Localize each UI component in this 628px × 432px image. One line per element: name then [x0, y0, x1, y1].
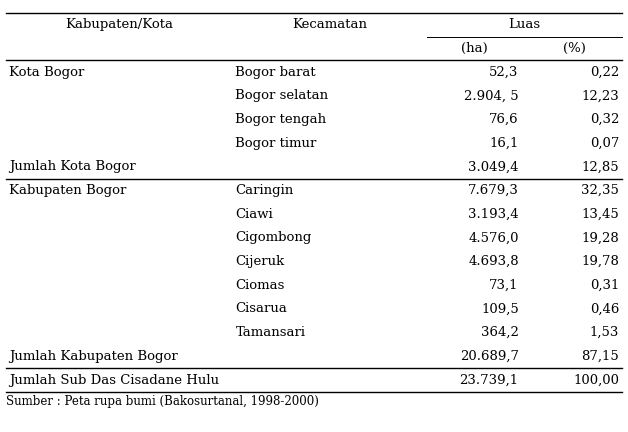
- Text: 23.739,1: 23.739,1: [460, 374, 519, 387]
- Text: 73,1: 73,1: [489, 279, 519, 292]
- Text: 364,2: 364,2: [481, 326, 519, 339]
- Text: 19,28: 19,28: [582, 232, 619, 245]
- Text: Bogor barat: Bogor barat: [236, 66, 316, 79]
- Text: Bogor timur: Bogor timur: [236, 137, 317, 150]
- Text: Caringin: Caringin: [236, 184, 294, 197]
- Text: Jumlah Sub Das Cisadane Hulu: Jumlah Sub Das Cisadane Hulu: [9, 374, 220, 387]
- Text: Kabupaten Bogor: Kabupaten Bogor: [9, 184, 127, 197]
- Text: 109,5: 109,5: [481, 302, 519, 315]
- Text: Luas: Luas: [508, 18, 541, 31]
- Text: 3.193,4: 3.193,4: [468, 208, 519, 221]
- Text: (%): (%): [563, 42, 586, 55]
- Text: 0,46: 0,46: [590, 302, 619, 315]
- Text: (ha): (ha): [461, 42, 487, 55]
- Text: Sumber : Peta rupa bumi (Bakosurtanal, 1998-2000): Sumber : Peta rupa bumi (Bakosurtanal, 1…: [6, 395, 319, 408]
- Text: Ciomas: Ciomas: [236, 279, 285, 292]
- Text: Kota Bogor: Kota Bogor: [9, 66, 85, 79]
- Text: Bogor tengah: Bogor tengah: [236, 113, 327, 126]
- Text: 32,35: 32,35: [582, 184, 619, 197]
- Text: Kabupaten/Kota: Kabupaten/Kota: [65, 18, 173, 31]
- Text: Cijeruk: Cijeruk: [236, 255, 284, 268]
- Text: Jumlah Kabupaten Bogor: Jumlah Kabupaten Bogor: [9, 350, 178, 363]
- Text: 12,85: 12,85: [582, 160, 619, 173]
- Text: 52,3: 52,3: [489, 66, 519, 79]
- Text: 0,31: 0,31: [590, 279, 619, 292]
- Text: 100,00: 100,00: [573, 374, 619, 387]
- Text: Kecamatan: Kecamatan: [292, 18, 367, 31]
- Text: Ciawi: Ciawi: [236, 208, 273, 221]
- Text: 4.576,0: 4.576,0: [468, 232, 519, 245]
- Text: 16,1: 16,1: [489, 137, 519, 150]
- Text: 7.679,3: 7.679,3: [468, 184, 519, 197]
- Text: 19,78: 19,78: [582, 255, 619, 268]
- Text: 0,07: 0,07: [590, 137, 619, 150]
- Text: 3.049,4: 3.049,4: [468, 160, 519, 173]
- Text: Bogor selatan: Bogor selatan: [236, 89, 328, 102]
- Text: 87,15: 87,15: [582, 350, 619, 363]
- Text: Jumlah Kota Bogor: Jumlah Kota Bogor: [9, 160, 136, 173]
- Text: 1,53: 1,53: [590, 326, 619, 339]
- Text: Cisarua: Cisarua: [236, 302, 288, 315]
- Text: 0,32: 0,32: [590, 113, 619, 126]
- Text: 76,6: 76,6: [489, 113, 519, 126]
- Text: 0,22: 0,22: [590, 66, 619, 79]
- Text: Cigombong: Cigombong: [236, 232, 312, 245]
- Text: Tamansari: Tamansari: [236, 326, 305, 339]
- Text: 4.693,8: 4.693,8: [468, 255, 519, 268]
- Text: 13,45: 13,45: [582, 208, 619, 221]
- Text: 12,23: 12,23: [582, 89, 619, 102]
- Text: 20.689,7: 20.689,7: [460, 350, 519, 363]
- Text: 2.904, 5: 2.904, 5: [464, 89, 519, 102]
